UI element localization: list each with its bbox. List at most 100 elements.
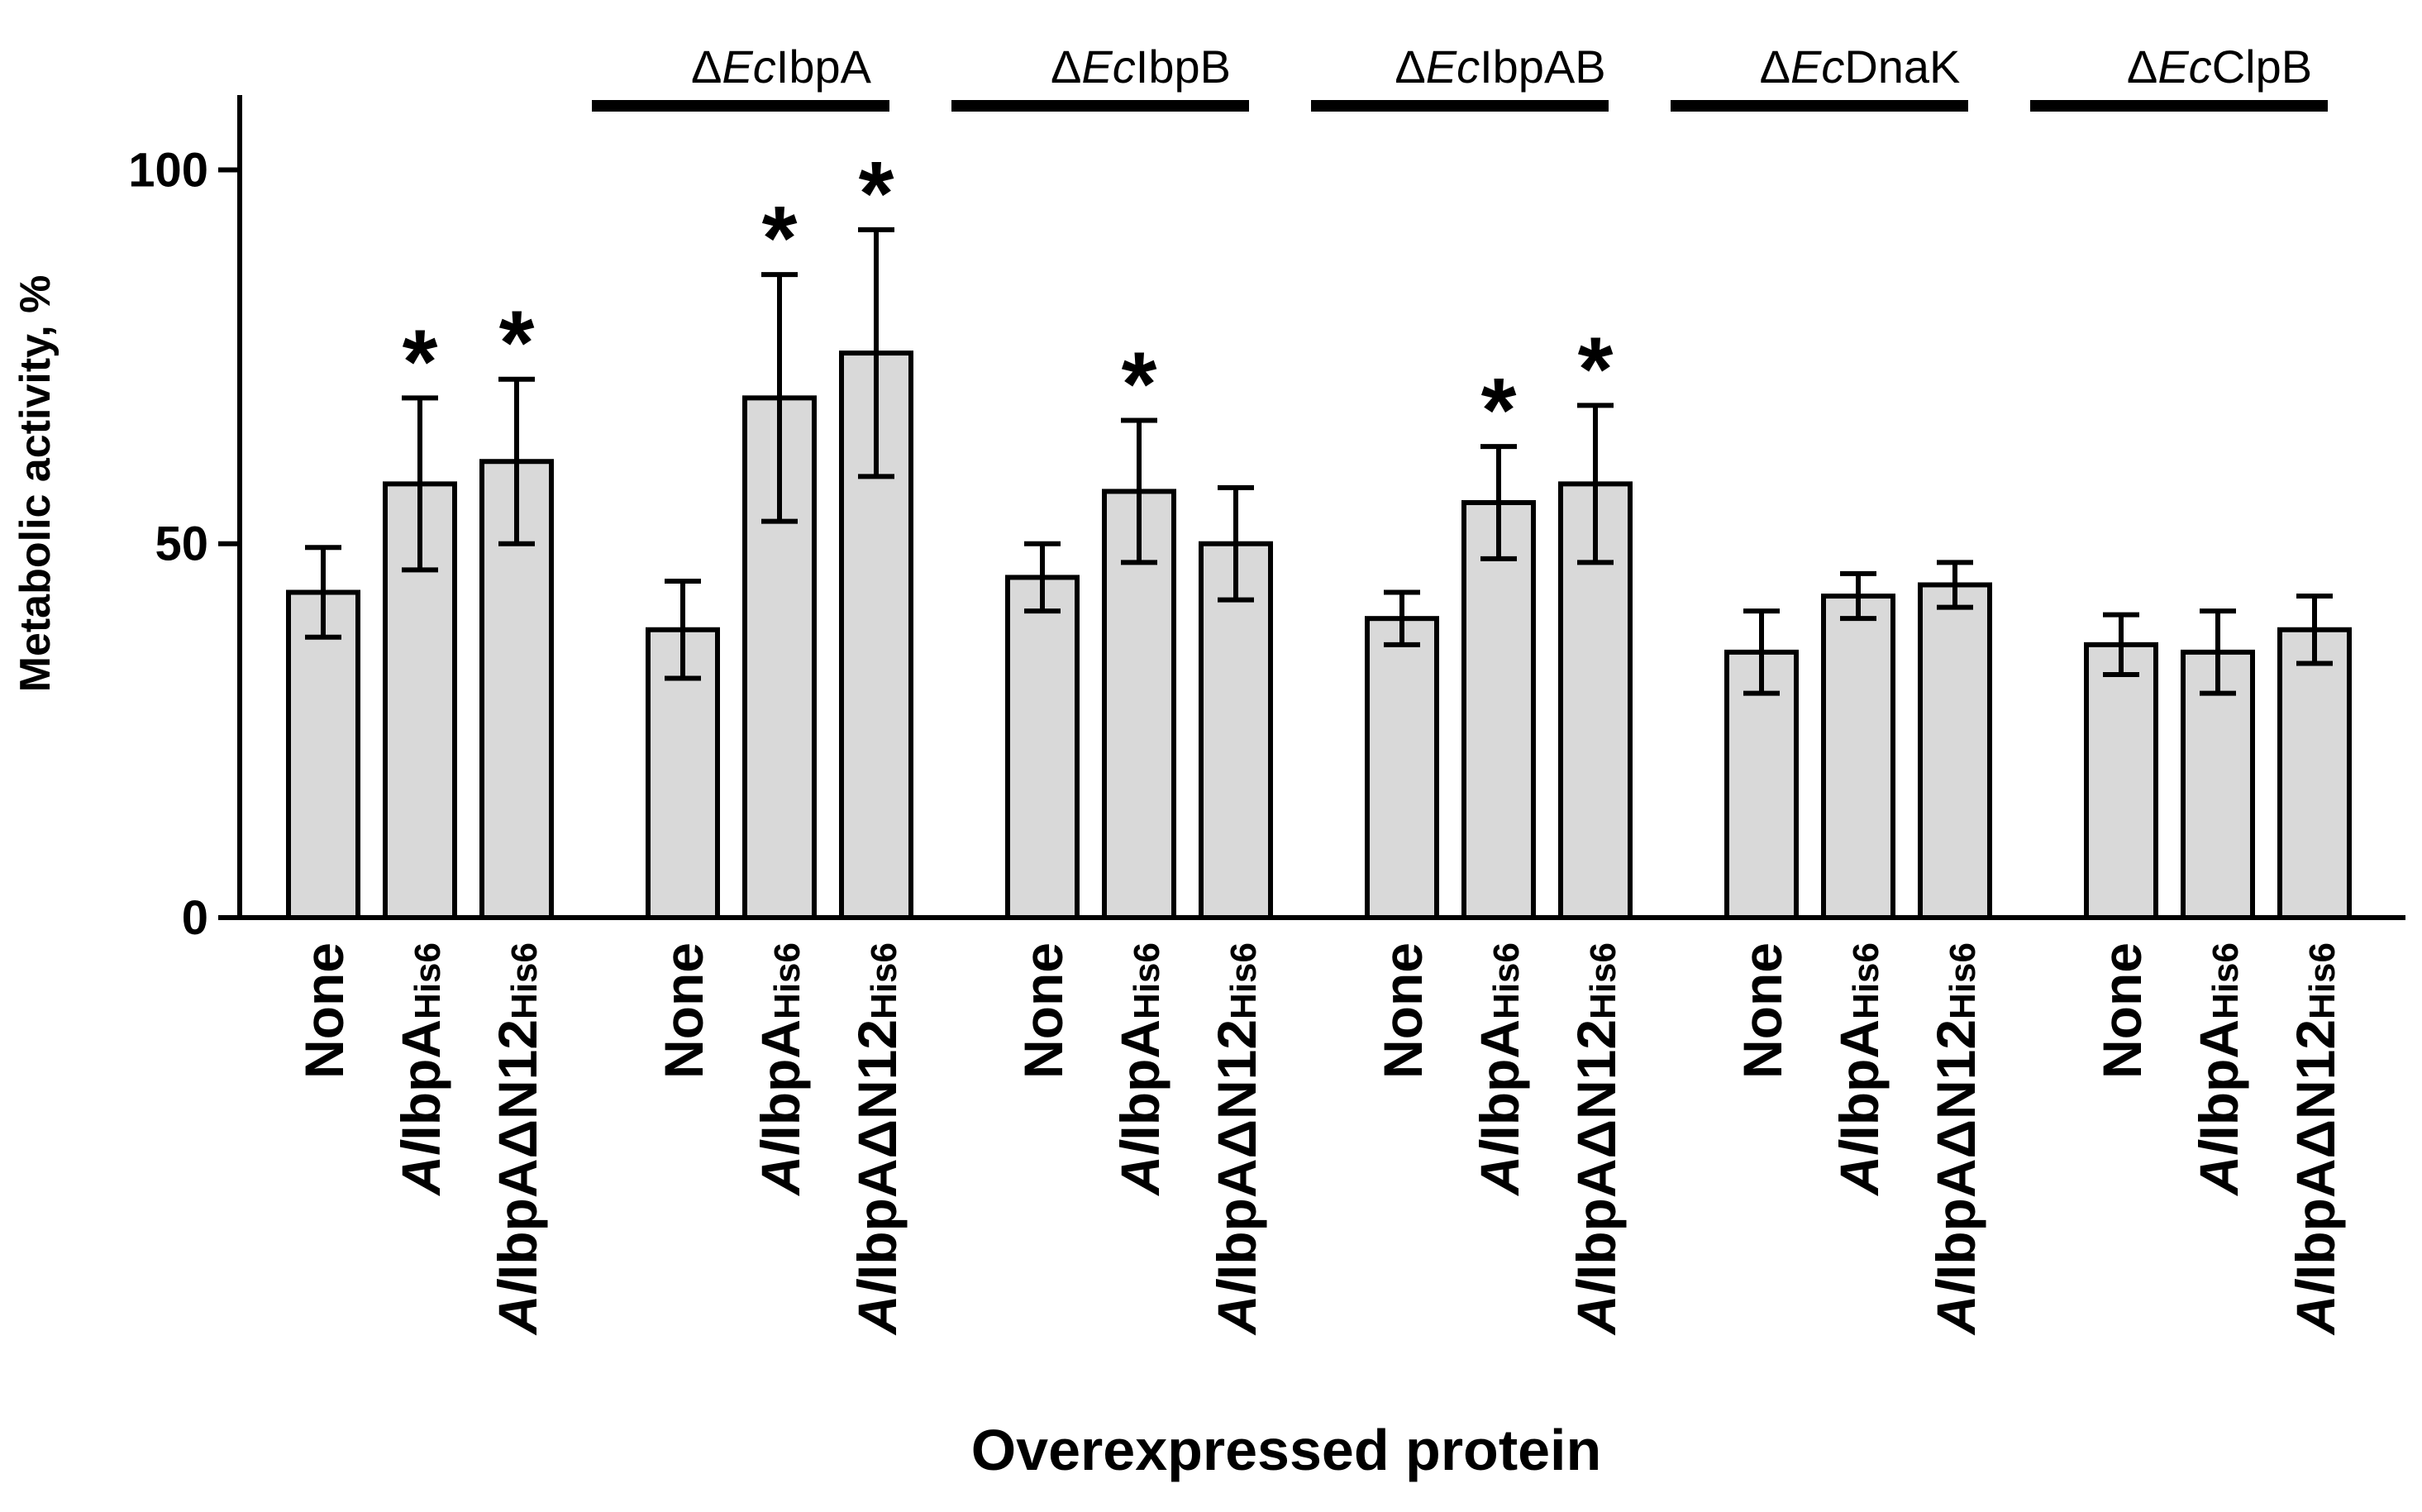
category-label-subscript: His6 [2302, 942, 2343, 1019]
category-label-italic: Al [1469, 1139, 1530, 1197]
bar [1199, 541, 1273, 921]
category-label: AlIbpAHis6 [1469, 942, 1530, 1197]
group-label-species: Ec [1790, 41, 1844, 93]
significance-marker: * [403, 311, 438, 413]
group-label: ΔEcIbpAB [1395, 41, 1605, 93]
group-label-gene: IbpB [1136, 41, 1231, 93]
category-label-subscript: His6 [1583, 942, 1623, 1019]
category-label-subscript: His6 [1846, 942, 1886, 1019]
group-label-gene: IbpAB [1480, 41, 1606, 93]
bar [2277, 627, 2352, 920]
category-label: AlIbpAHis6 [750, 942, 811, 1197]
category-label-italic: Al [2285, 1278, 2346, 1336]
category-label: None [2091, 942, 2153, 1079]
bar [1365, 616, 1439, 920]
significance-marker: * [1578, 318, 1614, 420]
category-label-main: IbpAΔN12 [2285, 1019, 2346, 1280]
category-label-main: None [1732, 942, 1793, 1079]
category-label-subscript: His6 [1486, 942, 1527, 1019]
bars: * * * * * * * [286, 143, 2352, 921]
category-label-main: IbpA [750, 1019, 811, 1141]
category-label-main: IbpAΔN12 [1206, 1019, 1267, 1280]
category-label-subscript: His6 [1223, 942, 1264, 1019]
category-label: None [1372, 942, 1433, 1079]
category-label-subscript: His6 [1943, 942, 1983, 1019]
bar [1005, 575, 1080, 920]
category-label: None [1732, 942, 1793, 1079]
group-label-delta: Δ [691, 41, 722, 93]
axes: 0 50 100 [128, 95, 2405, 945]
category-label-italic: Al [1109, 1139, 1170, 1197]
category-label-italic: Al [750, 1139, 811, 1197]
category-label: AlIbpAΔN12His6 [846, 942, 908, 1336]
bar [2181, 649, 2255, 920]
category-label-main: None [1372, 942, 1433, 1079]
significance-marker: * [1122, 333, 1157, 435]
category-label-main: None [1013, 942, 1074, 1079]
category-label-italic: Al [1566, 1278, 1627, 1336]
group-label-delta: Δ [2127, 41, 2157, 93]
category-label: AlIbpAHis6 [390, 942, 451, 1197]
group-label: ΔEcIbpB [1051, 41, 1231, 93]
group-label-species: Ec [1426, 41, 1480, 93]
category-label-subscript: His6 [504, 942, 545, 1019]
category-label-main: IbpAΔN12 [846, 1019, 908, 1280]
group-label-species: Ec [2157, 41, 2211, 93]
group-label-delta: Δ [1760, 41, 1790, 93]
category-label-italic: Al [1828, 1139, 1890, 1197]
category-label: AlIbpAΔN12His6 [1566, 942, 1627, 1336]
bar [1724, 649, 1799, 920]
y-tick-label: 0 [182, 891, 208, 945]
category-label-main: IbpAΔN12 [1925, 1019, 1986, 1280]
category-label-italic: Al [846, 1278, 908, 1336]
category-label: None [1013, 942, 1074, 1079]
group-label-delta: Δ [1395, 41, 1425, 93]
category-label-italic: Al [487, 1278, 548, 1336]
group-label-gene: DnaK [1844, 41, 1960, 93]
category-label-main: None [653, 942, 714, 1079]
bar [286, 589, 360, 920]
category-label: AlIbpAHis6 [1828, 942, 1890, 1197]
category-label-subscript: His6 [864, 942, 904, 1019]
category-label: AlIbpAΔN12His6 [2285, 942, 2346, 1336]
significance-marker: * [1481, 360, 1517, 461]
category-label-italic: Al [1925, 1278, 1986, 1336]
group-label: ΔEcIbpA [691, 41, 872, 93]
group-label-species: Ec [722, 41, 775, 93]
y-tick-label: 50 [155, 518, 208, 571]
category-label: AlIbpAΔN12His6 [1925, 942, 1986, 1336]
category-label: None [653, 942, 714, 1079]
category-label-main: None [293, 942, 355, 1079]
y-tick-label: 100 [128, 143, 208, 197]
category-label-subscript: His6 [1127, 942, 1167, 1019]
category-label: AlIbpAHis6 [2188, 942, 2249, 1197]
bar [2084, 642, 2158, 920]
group-label-gene: IbpA [776, 41, 872, 93]
group-label: ΔEcClpB [2127, 41, 2312, 93]
category-label-main: IbpA [2188, 1019, 2249, 1141]
category-label-italic: Al [390, 1139, 451, 1197]
category-label-main: None [2091, 942, 2153, 1079]
category-label-main: IbpA [390, 1019, 451, 1141]
category-label-main: IbpA [1469, 1019, 1530, 1141]
significance-marker: * [499, 293, 535, 394]
category-label-main: IbpAΔN12 [1566, 1019, 1627, 1280]
category-label-main: IbpA [1109, 1019, 1170, 1141]
y-axis-label: Metabolic activity, % [12, 275, 60, 693]
category-label: AlIbpAΔN12His6 [1206, 942, 1267, 1336]
bar [1821, 594, 1895, 921]
category-label-italic: Al [2188, 1139, 2249, 1197]
category-label-main: IbpA [1828, 1019, 1890, 1141]
significance-marker: * [762, 188, 798, 289]
category-label-main: IbpAΔN12 [487, 1019, 548, 1280]
bar [1918, 582, 1992, 921]
category-label-subscript: His6 [2205, 942, 2246, 1019]
group-label-gene: ClpB [2212, 41, 2312, 93]
category-label: None [293, 942, 355, 1079]
significance-marker: * [859, 143, 894, 245]
category-label-subscript: His6 [408, 942, 448, 1019]
bar [1102, 489, 1176, 920]
group-label: ΔEcDnaK [1760, 41, 1961, 93]
